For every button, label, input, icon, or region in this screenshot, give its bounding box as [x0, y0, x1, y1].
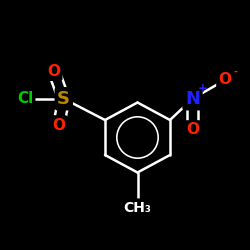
- Text: S: S: [57, 90, 70, 108]
- Text: O: O: [52, 118, 65, 132]
- Text: Cl: Cl: [17, 91, 33, 106]
- Text: O: O: [218, 72, 232, 88]
- Text: -: -: [234, 67, 237, 77]
- Text: O: O: [47, 64, 60, 79]
- Text: O: O: [186, 122, 199, 138]
- Text: N: N: [185, 90, 200, 108]
- Text: +: +: [198, 82, 207, 95]
- Text: CH₃: CH₃: [124, 200, 152, 214]
